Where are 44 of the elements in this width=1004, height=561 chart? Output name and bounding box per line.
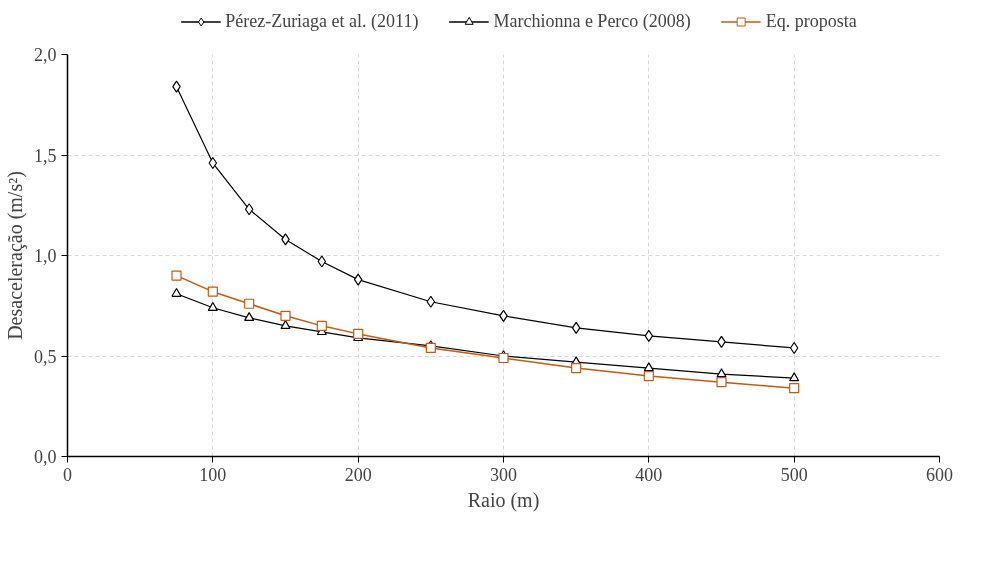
point (353, 273, 363, 286)
point (353, 328, 364, 339)
point (425, 342, 436, 354)
point (643, 362, 654, 372)
point (571, 321, 581, 334)
point (280, 310, 291, 321)
point (789, 383, 800, 394)
x-tick-label: 500 (780, 464, 808, 485)
legend-label: Eq. proposta (765, 10, 857, 32)
point (716, 377, 727, 388)
x-axis-title: Raio (m) (467, 488, 540, 512)
point (280, 320, 291, 330)
point (789, 341, 799, 355)
point (317, 255, 327, 268)
y-tick-label: 1,0 (34, 246, 57, 266)
y-tick-label: 1,5 (34, 145, 57, 166)
x-tick-label: 600 (926, 464, 953, 485)
y-tick-label: 2,0 (34, 45, 57, 65)
point (208, 156, 218, 170)
x-tick-label: 400 (635, 464, 663, 485)
y-tick-label: 0,0 (34, 447, 57, 467)
point (789, 372, 800, 382)
point (171, 287, 182, 297)
x-tick-label: 200 (344, 464, 372, 485)
x-tick-label: 0 (63, 464, 72, 485)
y-tick-label: 0,5 (34, 346, 57, 367)
point (498, 352, 509, 364)
x-tick-label: 300 (490, 464, 517, 485)
point (207, 301, 218, 311)
point (316, 320, 327, 331)
point (716, 368, 727, 378)
point (244, 298, 255, 309)
legend-label: Pérez-Zuriaga et al. (2011) (225, 10, 419, 32)
point (207, 286, 218, 297)
legend-label: Marchionna e Perco (2008) (493, 10, 691, 32)
point (244, 203, 254, 216)
x-tick-label: 100 (199, 464, 227, 485)
point (171, 270, 182, 281)
point (244, 312, 255, 322)
point (643, 371, 654, 382)
point (644, 329, 654, 342)
point (426, 295, 436, 308)
point (571, 362, 582, 374)
y-axis-title: Desaceleração (m/s²) (4, 171, 27, 340)
